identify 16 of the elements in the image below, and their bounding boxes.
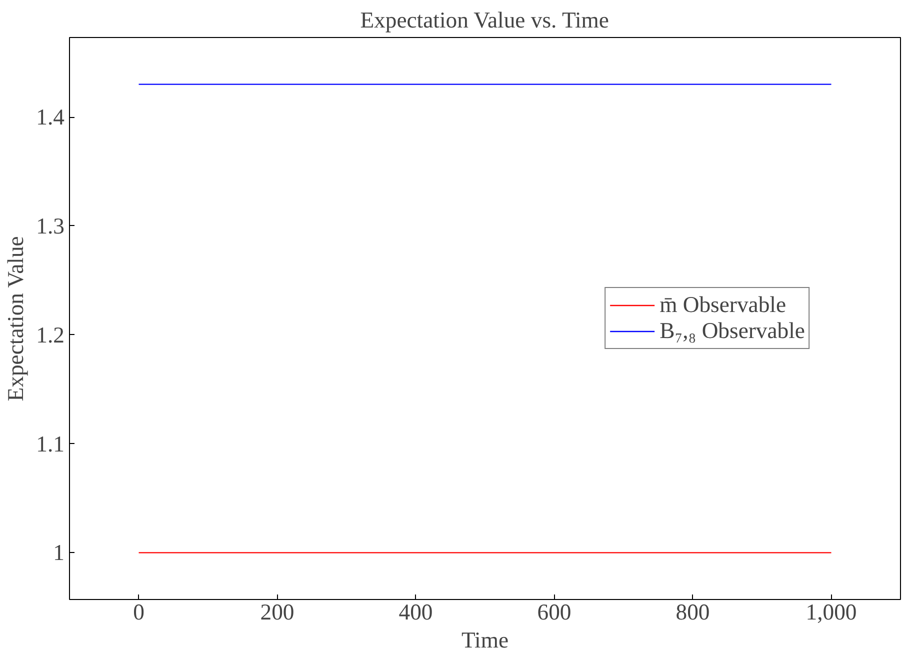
y-tick-label: 1.1 bbox=[36, 431, 65, 456]
y-axis-title: Expectation Value bbox=[3, 236, 28, 402]
x-tick-label: 1,000 bbox=[806, 600, 857, 624]
x-tick-label: 600 bbox=[537, 600, 572, 624]
y-tick-label: 1.2 bbox=[36, 322, 65, 348]
x-tick-label: 400 bbox=[398, 600, 433, 624]
y-tick-label: 1.3 bbox=[36, 213, 65, 238]
x-tick-label: 200 bbox=[260, 600, 294, 624]
x-axis-title: Time bbox=[461, 628, 509, 652]
x-tick-label: 800 bbox=[676, 600, 710, 624]
legend-label: m̄ Observable bbox=[660, 292, 786, 318]
legend-label: B₇,₈ Observable bbox=[660, 318, 805, 344]
x-tick-label: 0 bbox=[133, 600, 144, 624]
y-tick-label: 1.4 bbox=[36, 104, 65, 130]
y-tick-label: 1 bbox=[53, 540, 64, 566]
chart-title: Expectation Value vs. Time bbox=[360, 8, 609, 32]
